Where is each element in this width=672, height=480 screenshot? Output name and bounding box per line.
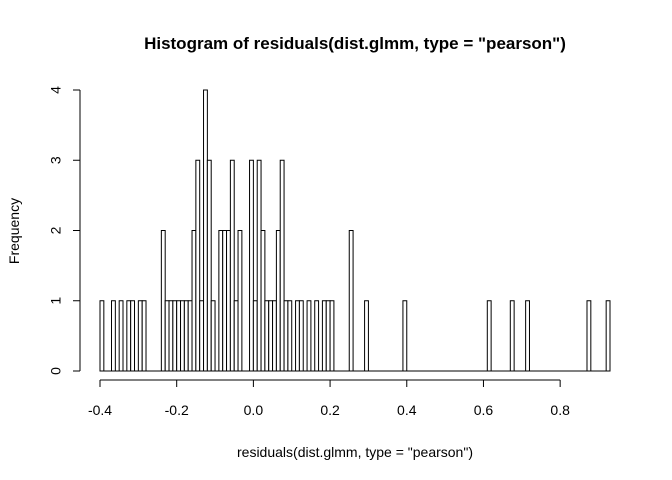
- histogram-bar: [168, 300, 174, 372]
- x-tick-label: -0.4: [88, 402, 112, 418]
- histogram-bar: [210, 300, 216, 372]
- histogram-bar: [509, 300, 515, 372]
- x-tick-label: 0.4: [397, 402, 417, 418]
- histogram-bar: [525, 300, 530, 372]
- histogram-bar: [218, 230, 224, 372]
- histogram-bar: [402, 300, 408, 372]
- histogram-bar: [298, 300, 304, 372]
- histogram-bar: [252, 300, 258, 372]
- histogram-bar: [195, 159, 201, 372]
- histogram-bar: [256, 159, 262, 372]
- histogram-bar: [141, 300, 147, 372]
- histogram-bar: [237, 230, 243, 372]
- y-tick-label: 2: [48, 226, 64, 234]
- histogram-bar: [187, 300, 193, 372]
- histogram-bar: [314, 300, 320, 372]
- x-tick-label: 0.2: [320, 402, 340, 418]
- x-tick-label: 0.0: [244, 402, 264, 418]
- histogram-bar: [605, 300, 611, 372]
- histogram-bar: [191, 230, 197, 372]
- histogram-bar: [287, 300, 293, 372]
- x-tick-label: -0.2: [165, 402, 189, 418]
- histogram-bar: [180, 300, 185, 372]
- y-tick-label: 4: [48, 86, 64, 94]
- histogram-bar: [203, 89, 208, 372]
- histogram-bar: [199, 300, 205, 372]
- histogram-bar: [137, 300, 143, 372]
- y-tick-label: 3: [48, 156, 64, 164]
- x-tick-label: 0.8: [550, 402, 570, 418]
- histogram-bar: [111, 300, 116, 372]
- chart-title: Histogram of residuals(dist.glmm, type =…: [144, 34, 566, 53]
- histogram-bar: [325, 300, 331, 372]
- y-axis-label: Frequency: [6, 198, 22, 264]
- histogram-bar: [586, 300, 592, 372]
- histogram-bar: [229, 159, 235, 372]
- histogram-bar: [233, 300, 239, 372]
- y-tick-label: 0: [48, 367, 64, 375]
- histogram-bar: [283, 300, 289, 372]
- histogram-bar: [364, 300, 369, 372]
- y-tick-label: 1: [48, 297, 64, 305]
- histogram-bar: [306, 300, 312, 372]
- histogram-bar: [321, 300, 327, 372]
- histogram-bar: [172, 300, 178, 372]
- histogram-bar: [272, 300, 277, 372]
- x-tick-label: 0.6: [474, 402, 494, 418]
- histogram-bar: [164, 300, 170, 372]
- histogram-bar: [264, 300, 270, 372]
- histogram-bar: [279, 159, 285, 372]
- histogram-bar: [249, 159, 254, 372]
- histogram-bar: [183, 300, 189, 372]
- x-axis: -0.4 -0.2 0.0 0.2 0.4 0.6 0.8: [88, 379, 570, 418]
- histogram-bar: [268, 300, 274, 372]
- histogram-bar: [126, 300, 132, 372]
- histogram-bar: [160, 230, 166, 372]
- histogram-bar: [486, 300, 492, 372]
- histogram-bar: [118, 300, 124, 372]
- histogram-bar: [99, 300, 105, 372]
- x-axis-label: residuals(dist.glmm, type = "pearson"): [237, 444, 473, 460]
- histogram-bar: [130, 300, 136, 372]
- histogram-bar: [206, 159, 212, 372]
- histogram-bar: [295, 300, 300, 372]
- histogram-bar: [275, 230, 281, 372]
- histogram-bar: [222, 230, 228, 372]
- histogram-bar: [329, 300, 335, 372]
- y-axis: 0 1 2 3 4: [48, 86, 81, 375]
- histogram-bar: [348, 230, 354, 372]
- histogram-bars: [99, 89, 611, 372]
- histogram-bar: [260, 230, 266, 372]
- histogram-bar: [226, 230, 231, 372]
- histogram-bar: [176, 300, 182, 372]
